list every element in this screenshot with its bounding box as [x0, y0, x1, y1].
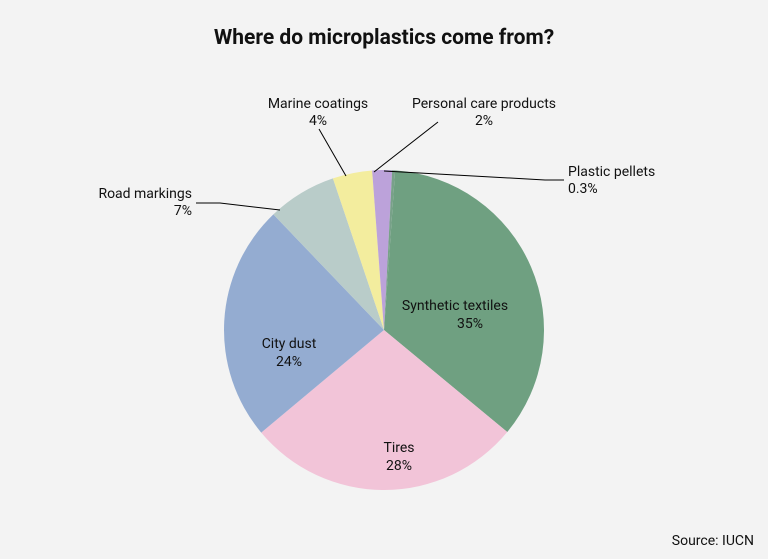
source-credit: Source: IUCN [672, 533, 754, 549]
leader-line-marine-coatings [319, 129, 346, 176]
pie-chart: Synthetic textiles 35% Tires 28% City dust 24… [0, 0, 768, 559]
slice-label-city-dust: City dust [262, 336, 317, 352]
slice-value-road-markings: 7% [174, 203, 192, 219]
slice-value-synthetic-textiles: 35% [457, 316, 483, 332]
slice-value-plastic-pellets: 0.3% [568, 181, 598, 197]
chart-title: Where do microplastics come from? [0, 26, 768, 50]
slice-label-road-markings: Road markings [98, 186, 192, 202]
slice-value-city-dust: 24% [276, 354, 302, 370]
slice-value-marine-coatings: 4% [309, 113, 327, 129]
slice-value-personal-care: 2% [475, 113, 493, 129]
leader-line-road-markings [196, 203, 280, 210]
slice-label-personal-care: Personal care products [412, 96, 556, 112]
slice-label-tires: Tires [383, 440, 414, 456]
slice-label-marine-coatings: Marine coatings [268, 96, 368, 112]
slice-label-synthetic-textiles: Synthetic textiles [402, 298, 508, 314]
slice-value-tires: 28% [386, 458, 412, 474]
leader-line-personal-care [374, 122, 438, 172]
slice-label-plastic-pellets: Plastic pellets [568, 164, 655, 180]
